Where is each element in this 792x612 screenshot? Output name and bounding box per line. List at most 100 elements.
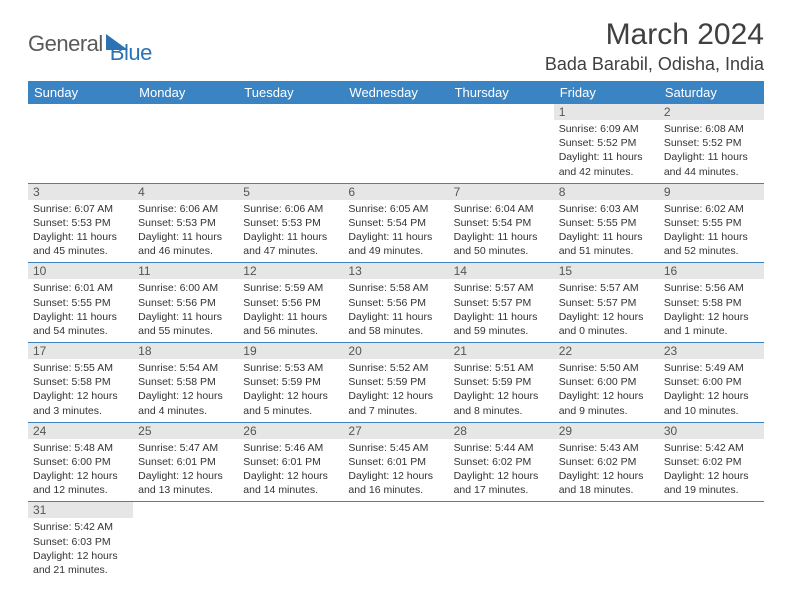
day-number: 22 xyxy=(554,343,659,359)
calendar-cell: 13Sunrise: 5:58 AMSunset: 5:56 PMDayligh… xyxy=(343,263,448,343)
day-number: 6 xyxy=(343,184,448,200)
day-details: Sunrise: 6:03 AMSunset: 5:55 PMDaylight:… xyxy=(554,200,659,263)
calendar-cell xyxy=(238,502,343,581)
calendar-cell: 29Sunrise: 5:43 AMSunset: 6:02 PMDayligh… xyxy=(554,422,659,502)
calendar-row: 17Sunrise: 5:55 AMSunset: 5:58 PMDayligh… xyxy=(28,343,764,423)
day-number: 2 xyxy=(659,104,764,120)
day-number: 21 xyxy=(449,343,554,359)
day-details: Sunrise: 5:52 AMSunset: 5:59 PMDaylight:… xyxy=(343,359,448,422)
day-details: Sunrise: 5:44 AMSunset: 6:02 PMDaylight:… xyxy=(449,439,554,502)
day-number: 31 xyxy=(28,502,133,518)
day-number: 9 xyxy=(659,184,764,200)
day-number: 11 xyxy=(133,263,238,279)
brand-text-blue: Blue xyxy=(110,40,152,66)
calendar-cell: 6Sunrise: 6:05 AMSunset: 5:54 PMDaylight… xyxy=(343,183,448,263)
calendar-cell xyxy=(449,104,554,183)
day-details: Sunrise: 5:53 AMSunset: 5:59 PMDaylight:… xyxy=(238,359,343,422)
calendar-cell xyxy=(659,502,764,581)
day-number: 20 xyxy=(343,343,448,359)
day-details: Sunrise: 6:06 AMSunset: 5:53 PMDaylight:… xyxy=(238,200,343,263)
title-block: March 2024 Bada Barabil, Odisha, India xyxy=(545,18,764,75)
calendar-cell: 7Sunrise: 6:04 AMSunset: 5:54 PMDaylight… xyxy=(449,183,554,263)
calendar-cell: 10Sunrise: 6:01 AMSunset: 5:55 PMDayligh… xyxy=(28,263,133,343)
calendar-cell: 1Sunrise: 6:09 AMSunset: 5:52 PMDaylight… xyxy=(554,104,659,183)
calendar-cell: 18Sunrise: 5:54 AMSunset: 5:58 PMDayligh… xyxy=(133,343,238,423)
day-details: Sunrise: 5:54 AMSunset: 5:58 PMDaylight:… xyxy=(133,359,238,422)
calendar-cell: 3Sunrise: 6:07 AMSunset: 5:53 PMDaylight… xyxy=(28,183,133,263)
day-number: 4 xyxy=(133,184,238,200)
calendar-cell: 16Sunrise: 5:56 AMSunset: 5:58 PMDayligh… xyxy=(659,263,764,343)
day-details: Sunrise: 5:57 AMSunset: 5:57 PMDaylight:… xyxy=(554,279,659,342)
month-title: March 2024 xyxy=(545,18,764,52)
calendar-cell xyxy=(449,502,554,581)
calendar-cell: 22Sunrise: 5:50 AMSunset: 6:00 PMDayligh… xyxy=(554,343,659,423)
calendar-cell: 11Sunrise: 6:00 AMSunset: 5:56 PMDayligh… xyxy=(133,263,238,343)
brand-logo: General Blue xyxy=(28,22,152,66)
day-number: 16 xyxy=(659,263,764,279)
day-details: Sunrise: 5:49 AMSunset: 6:00 PMDaylight:… xyxy=(659,359,764,422)
day-details: Sunrise: 6:07 AMSunset: 5:53 PMDaylight:… xyxy=(28,200,133,263)
calendar-body: 1Sunrise: 6:09 AMSunset: 5:52 PMDaylight… xyxy=(28,104,764,581)
calendar-cell: 30Sunrise: 5:42 AMSunset: 6:02 PMDayligh… xyxy=(659,422,764,502)
day-details: Sunrise: 5:48 AMSunset: 6:00 PMDaylight:… xyxy=(28,439,133,502)
day-details: Sunrise: 5:59 AMSunset: 5:56 PMDaylight:… xyxy=(238,279,343,342)
day-number: 1 xyxy=(554,104,659,120)
calendar-cell xyxy=(238,104,343,183)
day-details: Sunrise: 6:09 AMSunset: 5:52 PMDaylight:… xyxy=(554,120,659,183)
day-number: 28 xyxy=(449,423,554,439)
calendar-cell xyxy=(554,502,659,581)
day-details: Sunrise: 6:06 AMSunset: 5:53 PMDaylight:… xyxy=(133,200,238,263)
calendar-cell: 19Sunrise: 5:53 AMSunset: 5:59 PMDayligh… xyxy=(238,343,343,423)
day-number: 10 xyxy=(28,263,133,279)
calendar-cell: 21Sunrise: 5:51 AMSunset: 5:59 PMDayligh… xyxy=(449,343,554,423)
day-details: Sunrise: 5:46 AMSunset: 6:01 PMDaylight:… xyxy=(238,439,343,502)
day-number: 5 xyxy=(238,184,343,200)
day-details: Sunrise: 6:08 AMSunset: 5:52 PMDaylight:… xyxy=(659,120,764,183)
calendar-cell: 12Sunrise: 5:59 AMSunset: 5:56 PMDayligh… xyxy=(238,263,343,343)
weekday-header: Monday xyxy=(133,81,238,104)
day-number: 24 xyxy=(28,423,133,439)
day-number: 14 xyxy=(449,263,554,279)
day-number: 3 xyxy=(28,184,133,200)
calendar-cell: 24Sunrise: 5:48 AMSunset: 6:00 PMDayligh… xyxy=(28,422,133,502)
calendar-row: 3Sunrise: 6:07 AMSunset: 5:53 PMDaylight… xyxy=(28,183,764,263)
calendar-cell: 26Sunrise: 5:46 AMSunset: 6:01 PMDayligh… xyxy=(238,422,343,502)
calendar-cell: 31Sunrise: 5:42 AMSunset: 6:03 PMDayligh… xyxy=(28,502,133,581)
day-number: 15 xyxy=(554,263,659,279)
weekday-header-row: SundayMondayTuesdayWednesdayThursdayFrid… xyxy=(28,81,764,104)
weekday-header: Thursday xyxy=(449,81,554,104)
day-details: Sunrise: 5:42 AMSunset: 6:02 PMDaylight:… xyxy=(659,439,764,502)
calendar-cell: 20Sunrise: 5:52 AMSunset: 5:59 PMDayligh… xyxy=(343,343,448,423)
calendar-cell: 17Sunrise: 5:55 AMSunset: 5:58 PMDayligh… xyxy=(28,343,133,423)
weekday-header: Tuesday xyxy=(238,81,343,104)
calendar-cell: 28Sunrise: 5:44 AMSunset: 6:02 PMDayligh… xyxy=(449,422,554,502)
day-number: 17 xyxy=(28,343,133,359)
day-details: Sunrise: 5:45 AMSunset: 6:01 PMDaylight:… xyxy=(343,439,448,502)
day-details: Sunrise: 5:50 AMSunset: 6:00 PMDaylight:… xyxy=(554,359,659,422)
day-details: Sunrise: 5:57 AMSunset: 5:57 PMDaylight:… xyxy=(449,279,554,342)
calendar-cell: 27Sunrise: 5:45 AMSunset: 6:01 PMDayligh… xyxy=(343,422,448,502)
weekday-header: Friday xyxy=(554,81,659,104)
calendar-cell xyxy=(28,104,133,183)
weekday-header: Sunday xyxy=(28,81,133,104)
calendar-cell xyxy=(133,502,238,581)
calendar-cell: 25Sunrise: 5:47 AMSunset: 6:01 PMDayligh… xyxy=(133,422,238,502)
calendar-cell: 9Sunrise: 6:02 AMSunset: 5:55 PMDaylight… xyxy=(659,183,764,263)
calendar-cell: 15Sunrise: 5:57 AMSunset: 5:57 PMDayligh… xyxy=(554,263,659,343)
day-details: Sunrise: 5:55 AMSunset: 5:58 PMDaylight:… xyxy=(28,359,133,422)
day-number: 7 xyxy=(449,184,554,200)
calendar-cell: 14Sunrise: 5:57 AMSunset: 5:57 PMDayligh… xyxy=(449,263,554,343)
day-number: 19 xyxy=(238,343,343,359)
calendar-table: SundayMondayTuesdayWednesdayThursdayFrid… xyxy=(28,81,764,581)
day-details: Sunrise: 5:47 AMSunset: 6:01 PMDaylight:… xyxy=(133,439,238,502)
day-details: Sunrise: 6:05 AMSunset: 5:54 PMDaylight:… xyxy=(343,200,448,263)
calendar-cell: 2Sunrise: 6:08 AMSunset: 5:52 PMDaylight… xyxy=(659,104,764,183)
day-details: Sunrise: 6:02 AMSunset: 5:55 PMDaylight:… xyxy=(659,200,764,263)
day-number: 18 xyxy=(133,343,238,359)
day-details: Sunrise: 5:51 AMSunset: 5:59 PMDaylight:… xyxy=(449,359,554,422)
page-header: General Blue March 2024 Bada Barabil, Od… xyxy=(28,18,764,75)
day-details: Sunrise: 5:42 AMSunset: 6:03 PMDaylight:… xyxy=(28,518,133,581)
day-details: Sunrise: 5:56 AMSunset: 5:58 PMDaylight:… xyxy=(659,279,764,342)
calendar-cell: 8Sunrise: 6:03 AMSunset: 5:55 PMDaylight… xyxy=(554,183,659,263)
calendar-row: 31Sunrise: 5:42 AMSunset: 6:03 PMDayligh… xyxy=(28,502,764,581)
